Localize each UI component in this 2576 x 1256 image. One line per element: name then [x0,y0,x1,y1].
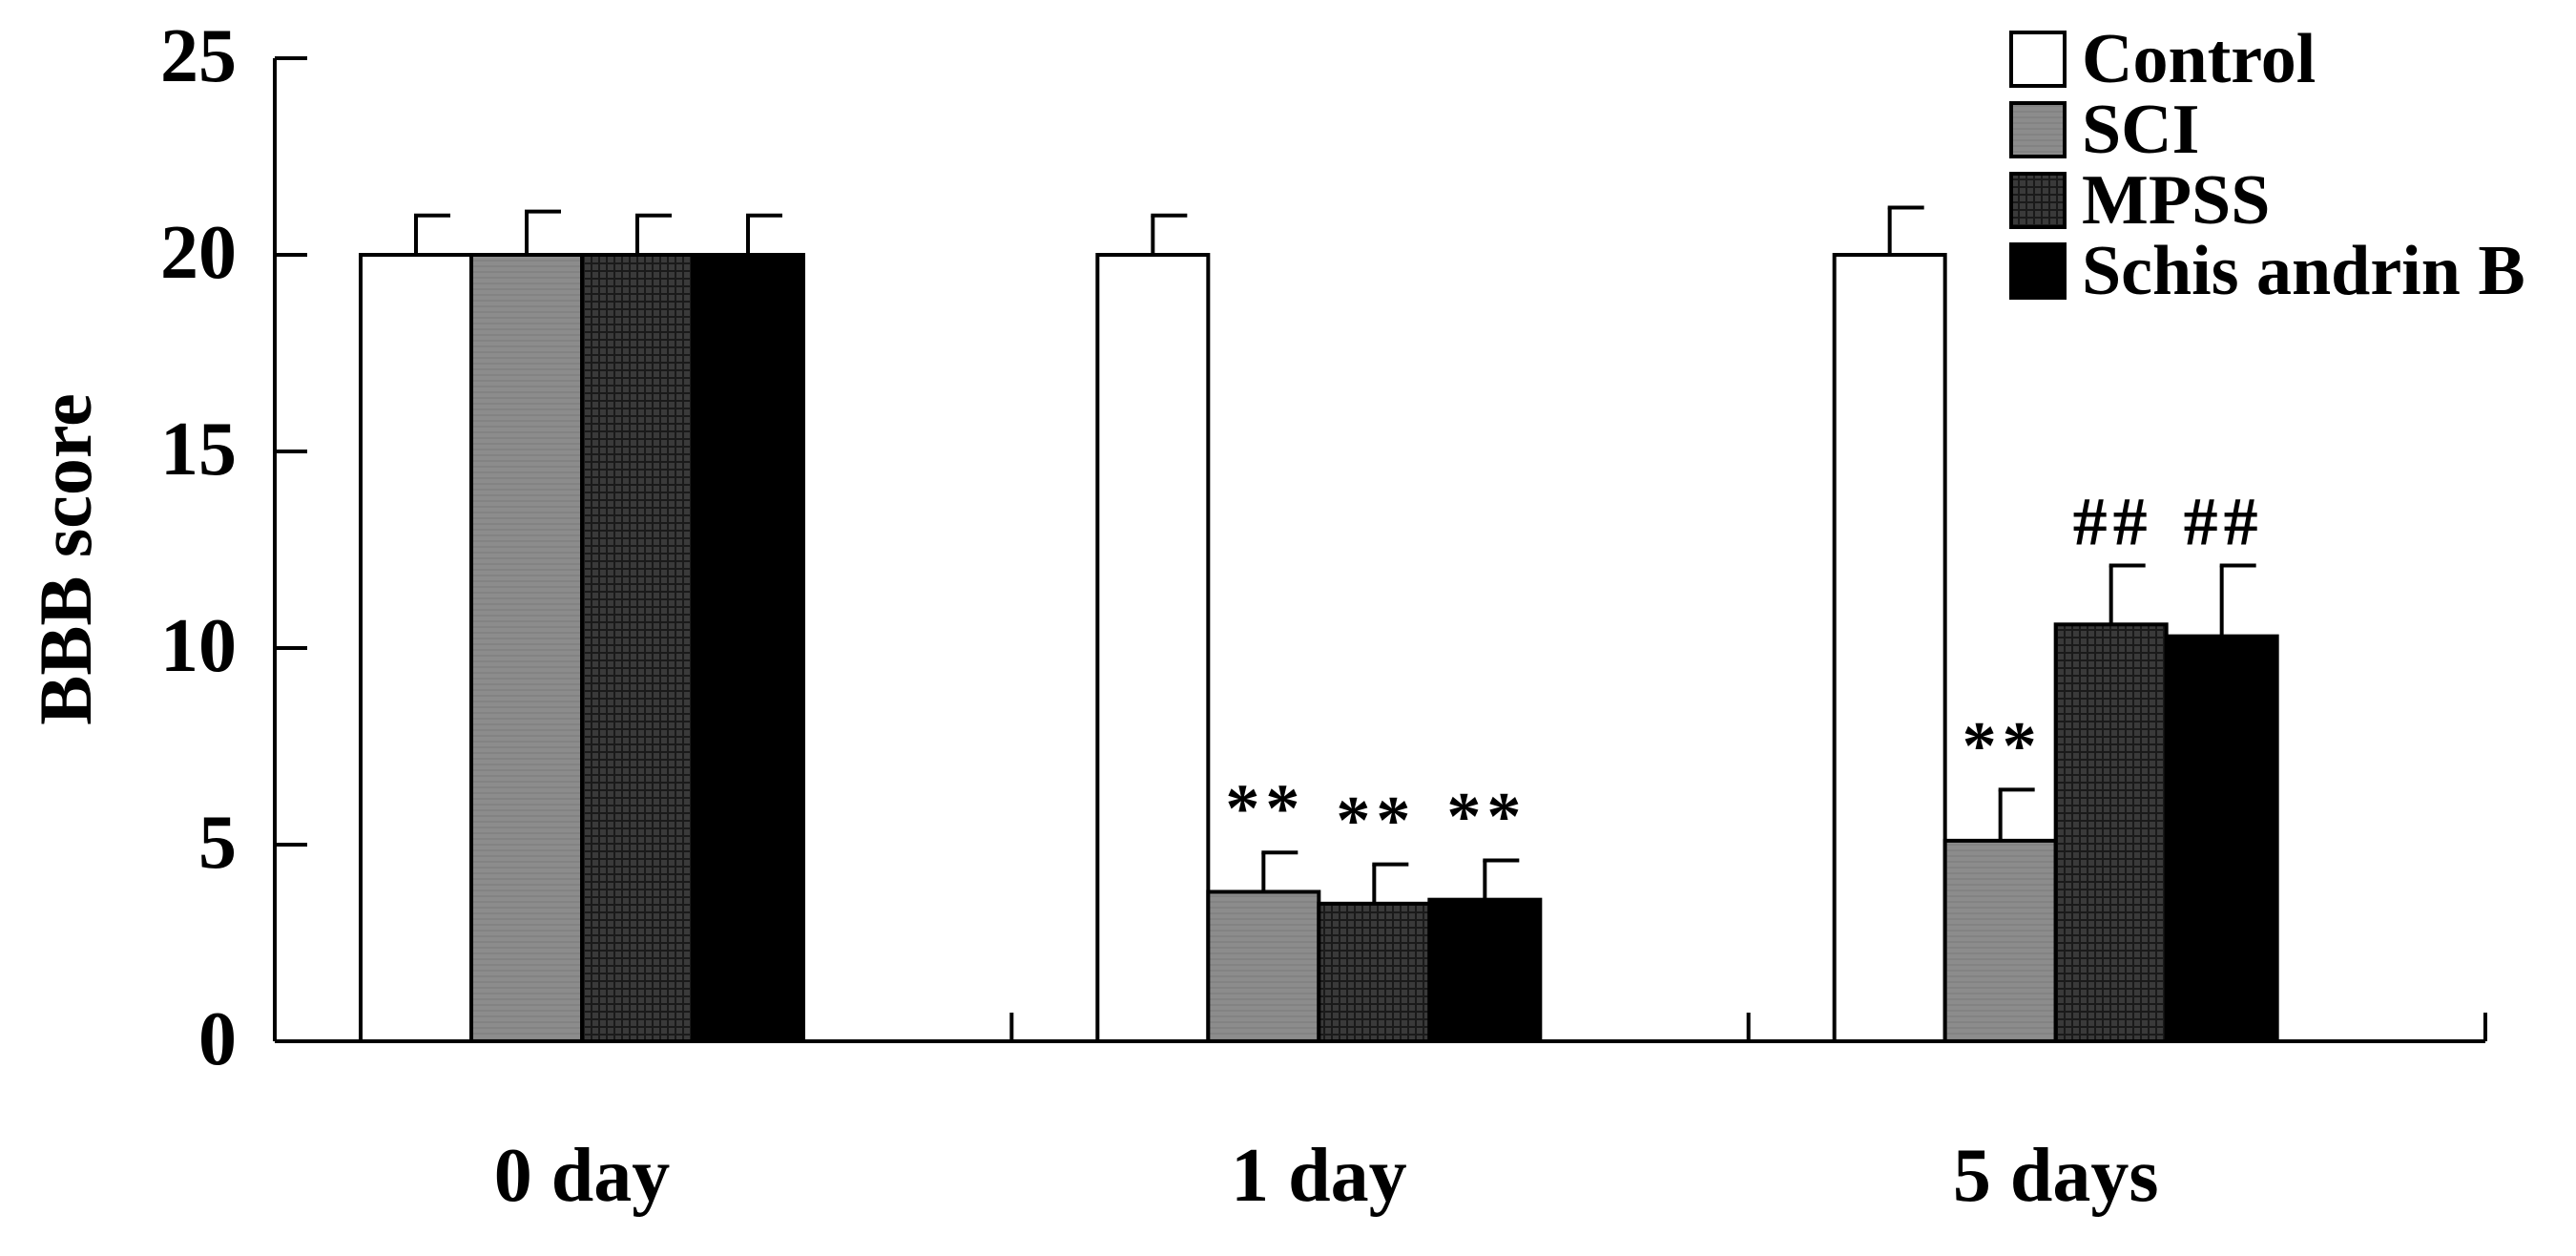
significance-label: ** [1963,707,2043,784]
y-tick-label: 5 [198,801,237,885]
x-tick-label: 0 day [494,1134,671,1218]
significance-label: ## [2073,483,2153,559]
significance-label: ## [2184,483,2264,559]
x-tick-label: 1 day [1231,1134,1407,1218]
x-tick-label: 5 days [1953,1134,2159,1218]
bar [2053,622,2169,1044]
y-tick-label: 25 [160,14,237,98]
legend-label: SCI [2082,91,2199,169]
legend-swatch [2009,242,2067,300]
y-tick-label: 10 [160,604,237,688]
bar [1317,901,1432,1043]
bar [359,253,473,1043]
y-tick-label: 0 [198,997,237,1081]
legend-swatch [2009,172,2067,229]
bar [580,253,695,1043]
significance-label: ** [1336,783,1416,859]
bar [691,253,805,1043]
legend-label: Schis andrin B [2082,232,2525,310]
bar [1832,253,1947,1043]
legend-label: MPSS [2082,161,2270,240]
bar [1095,253,1211,1043]
legend-swatch [2009,31,2067,88]
significance-label: ** [1225,770,1305,847]
bar [1427,897,1543,1043]
bar [1942,838,2058,1043]
significance-label: ** [1446,778,1527,854]
bars: ** ** ** ** ## ## [359,205,2279,1044]
bar [1206,890,1321,1043]
y-axis-label: BBB score [24,393,107,724]
y-tick-label: 20 [160,211,237,295]
bar [469,253,584,1043]
legend-label: Control [2082,20,2316,98]
axes: 0 5 10 15 20 25 BBB score 0 day 1 day 5 days [24,14,2487,1218]
bar [2164,634,2279,1043]
legend-swatch [2009,101,2067,158]
y-tick-label: 15 [160,408,237,492]
